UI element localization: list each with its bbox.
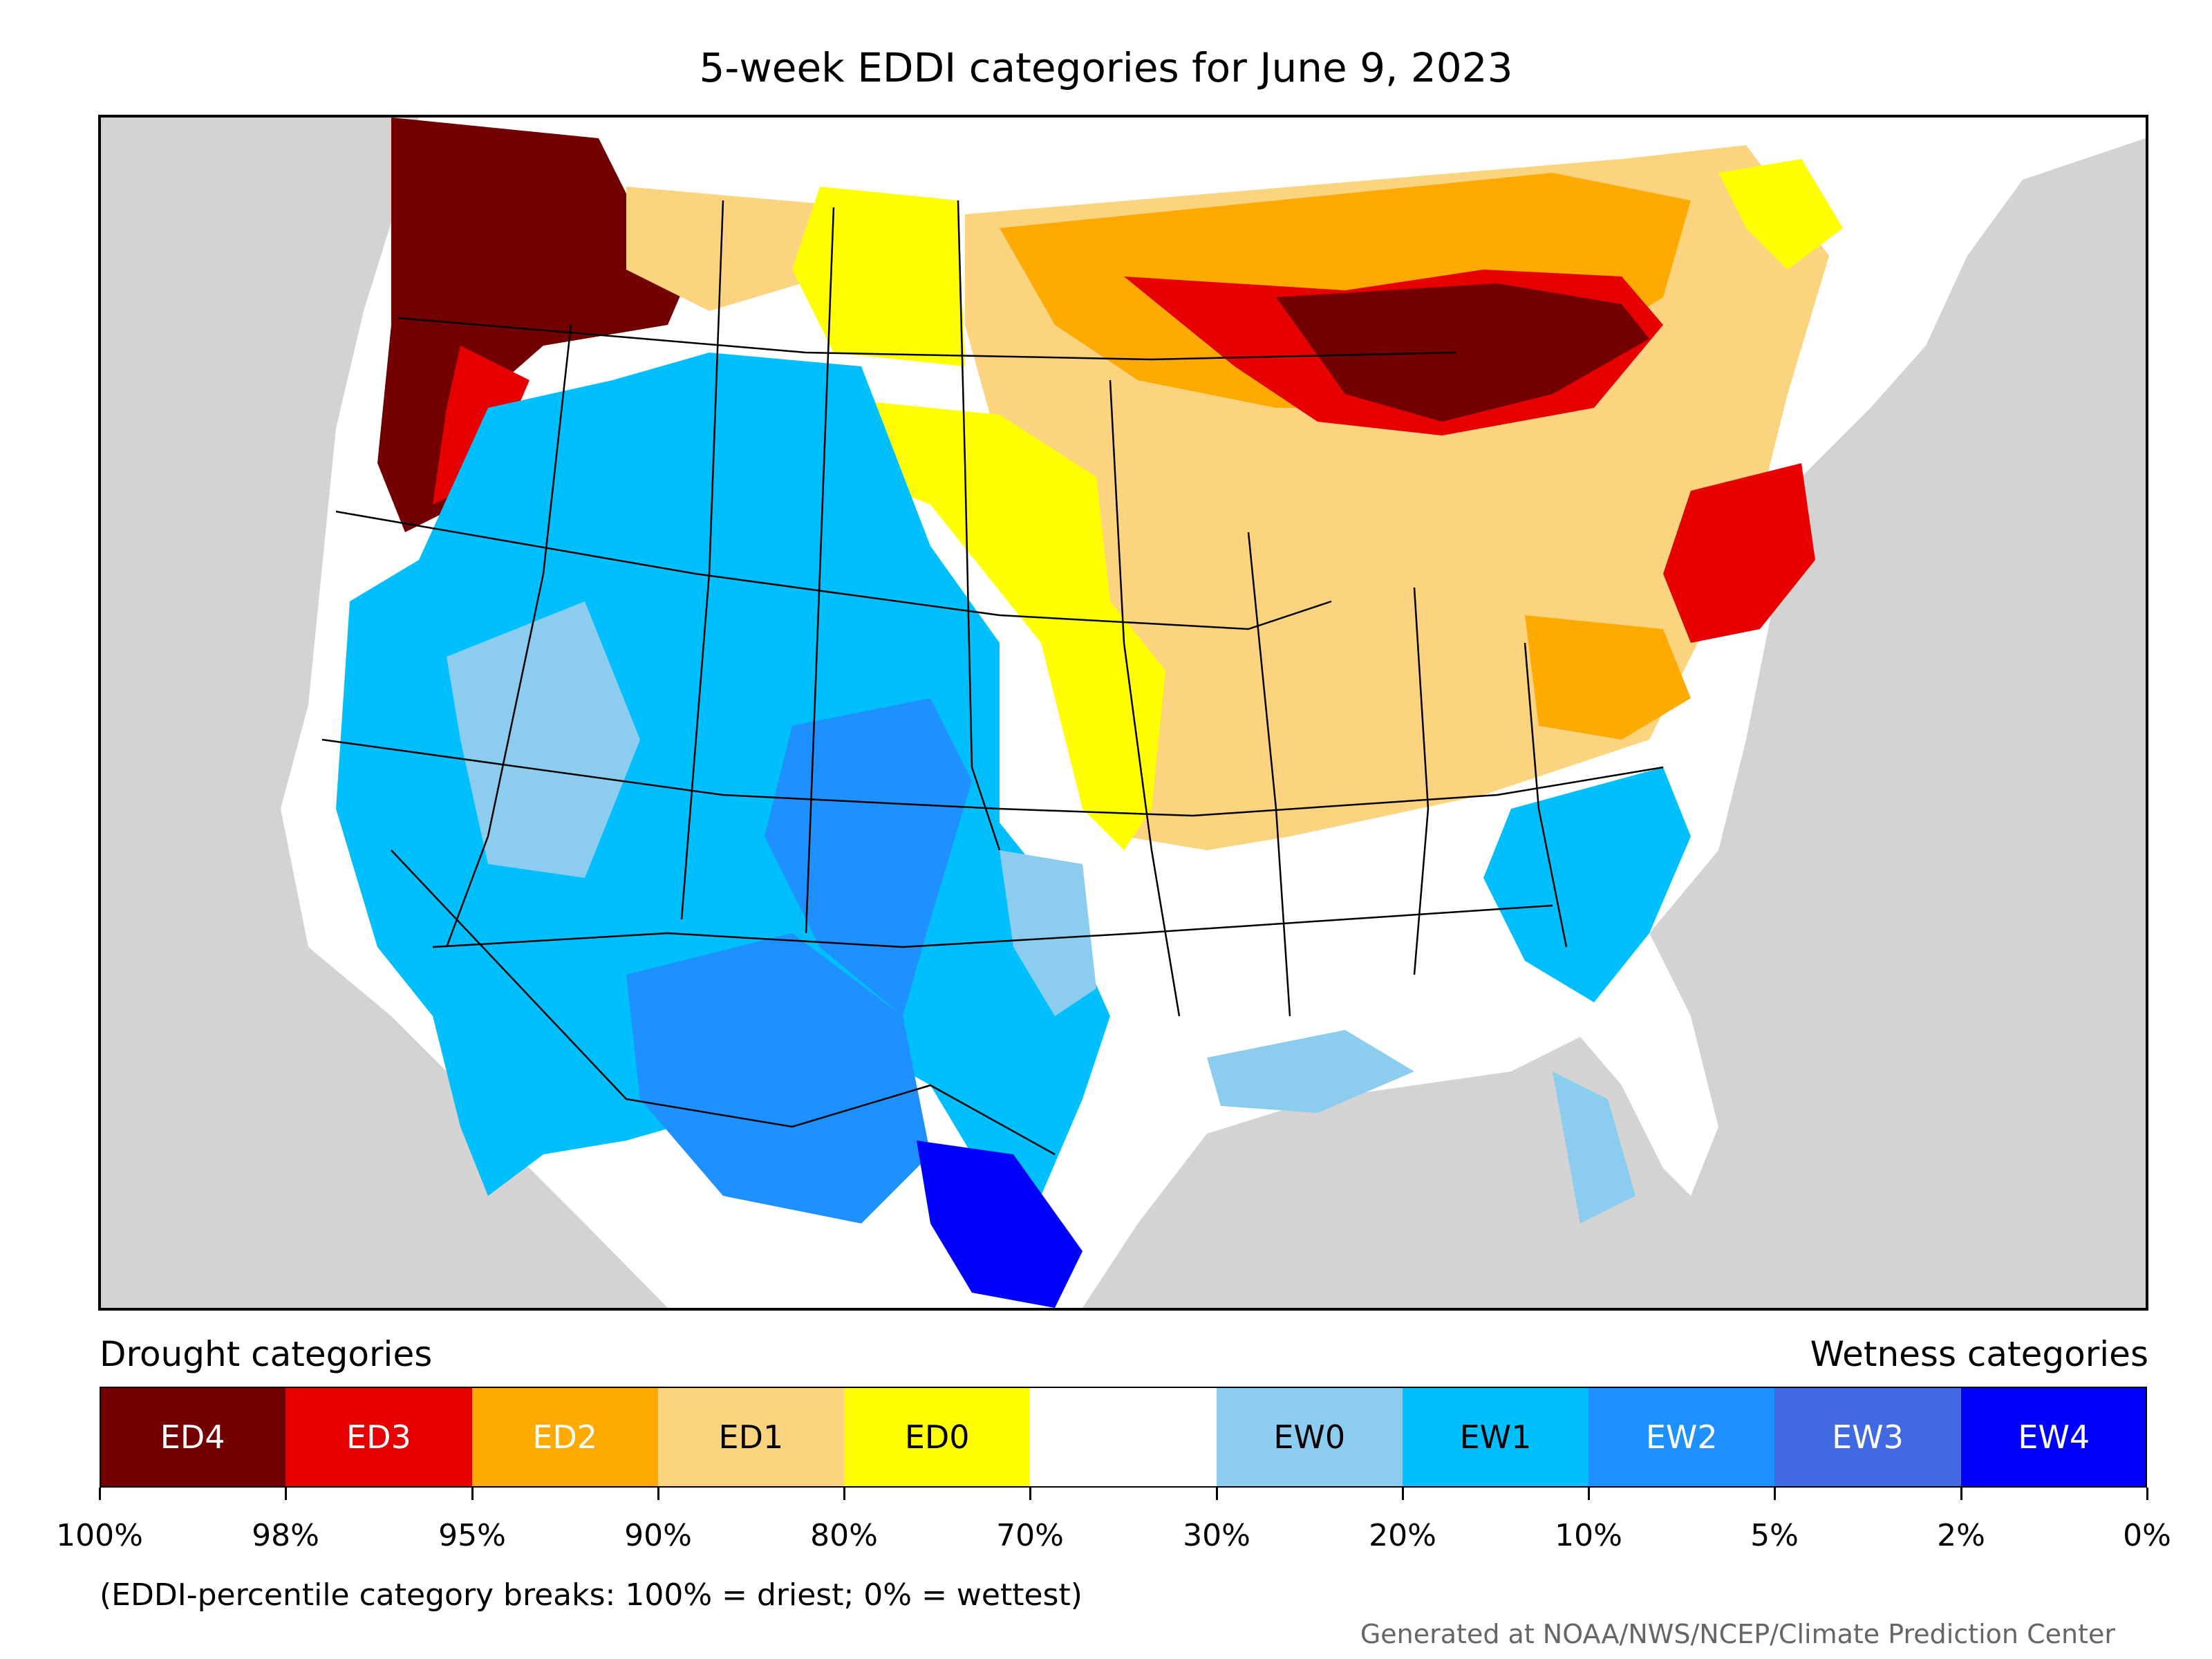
- category-ed4: ED4: [100, 1387, 286, 1488]
- category-ew3: EW3: [1774, 1387, 1961, 1488]
- category-ew0: EW0: [1216, 1387, 1403, 1488]
- tick-mark: [2146, 1488, 2148, 1500]
- tick-label: 100%: [56, 1518, 143, 1553]
- category-normal: [1030, 1387, 1217, 1488]
- tick-label: 20%: [1369, 1518, 1436, 1553]
- tick-mark: [843, 1488, 845, 1500]
- category-ew2: EW2: [1588, 1387, 1775, 1488]
- drought-regions: [377, 118, 1843, 850]
- tick-mark: [99, 1488, 101, 1500]
- breaks-note: (EDDI-percentile category breaks: 100% =…: [100, 1577, 1082, 1613]
- map-title: 5-week EDDI categories for June 9, 2023: [699, 44, 1513, 91]
- category-ed0: ED0: [844, 1387, 1031, 1488]
- tick-label: 90%: [624, 1518, 692, 1553]
- category-colorbar: ED4 ED3 ED2 ED1 ED0 EW0 EW1 EW2 EW3 EW4: [100, 1387, 2147, 1488]
- tick-mark: [1029, 1488, 1031, 1500]
- tick-label: 0%: [2123, 1518, 2171, 1553]
- tick-mark: [1216, 1488, 1218, 1500]
- drought-categories-label: Drought categories: [100, 1334, 433, 1374]
- tick-mark: [471, 1488, 474, 1500]
- tick-label: 98%: [252, 1518, 319, 1553]
- credit-line: Generated at NOAA/NWS/NCEP/Climate Predi…: [1360, 1619, 2115, 1649]
- tick-mark: [1774, 1488, 1776, 1500]
- tick-label: 10%: [1555, 1518, 1622, 1553]
- tick-mark: [657, 1488, 659, 1500]
- tick-label: 2%: [1937, 1518, 1985, 1553]
- state-borders: [321, 200, 1664, 1156]
- tick-label: 80%: [810, 1518, 878, 1553]
- category-ed2: ED2: [471, 1387, 658, 1488]
- colorbar-ticks: 100% 98% 95% 90% 80% 70% 30% 20% 10% 5% …: [56, 1488, 2171, 1612]
- wetness-categories-label: Wetness categories: [1810, 1334, 2148, 1374]
- tick-label: 30%: [1183, 1518, 1250, 1553]
- category-ed1: ED1: [657, 1387, 845, 1488]
- tick-mark: [285, 1488, 287, 1500]
- tick-mark: [1402, 1488, 1404, 1500]
- tick-label: 5%: [1750, 1518, 1799, 1553]
- tick-label: 70%: [996, 1518, 1064, 1553]
- category-ew1: EW1: [1402, 1387, 1589, 1488]
- tick-label: 95%: [438, 1518, 506, 1553]
- tick-mark: [1588, 1488, 1590, 1500]
- tick-mark: [1960, 1488, 1962, 1500]
- category-ew4: EW4: [1960, 1387, 2147, 1488]
- wetness-regions: [336, 353, 1691, 1308]
- category-ed3: ED3: [285, 1387, 472, 1488]
- map-panel: [98, 115, 2148, 1311]
